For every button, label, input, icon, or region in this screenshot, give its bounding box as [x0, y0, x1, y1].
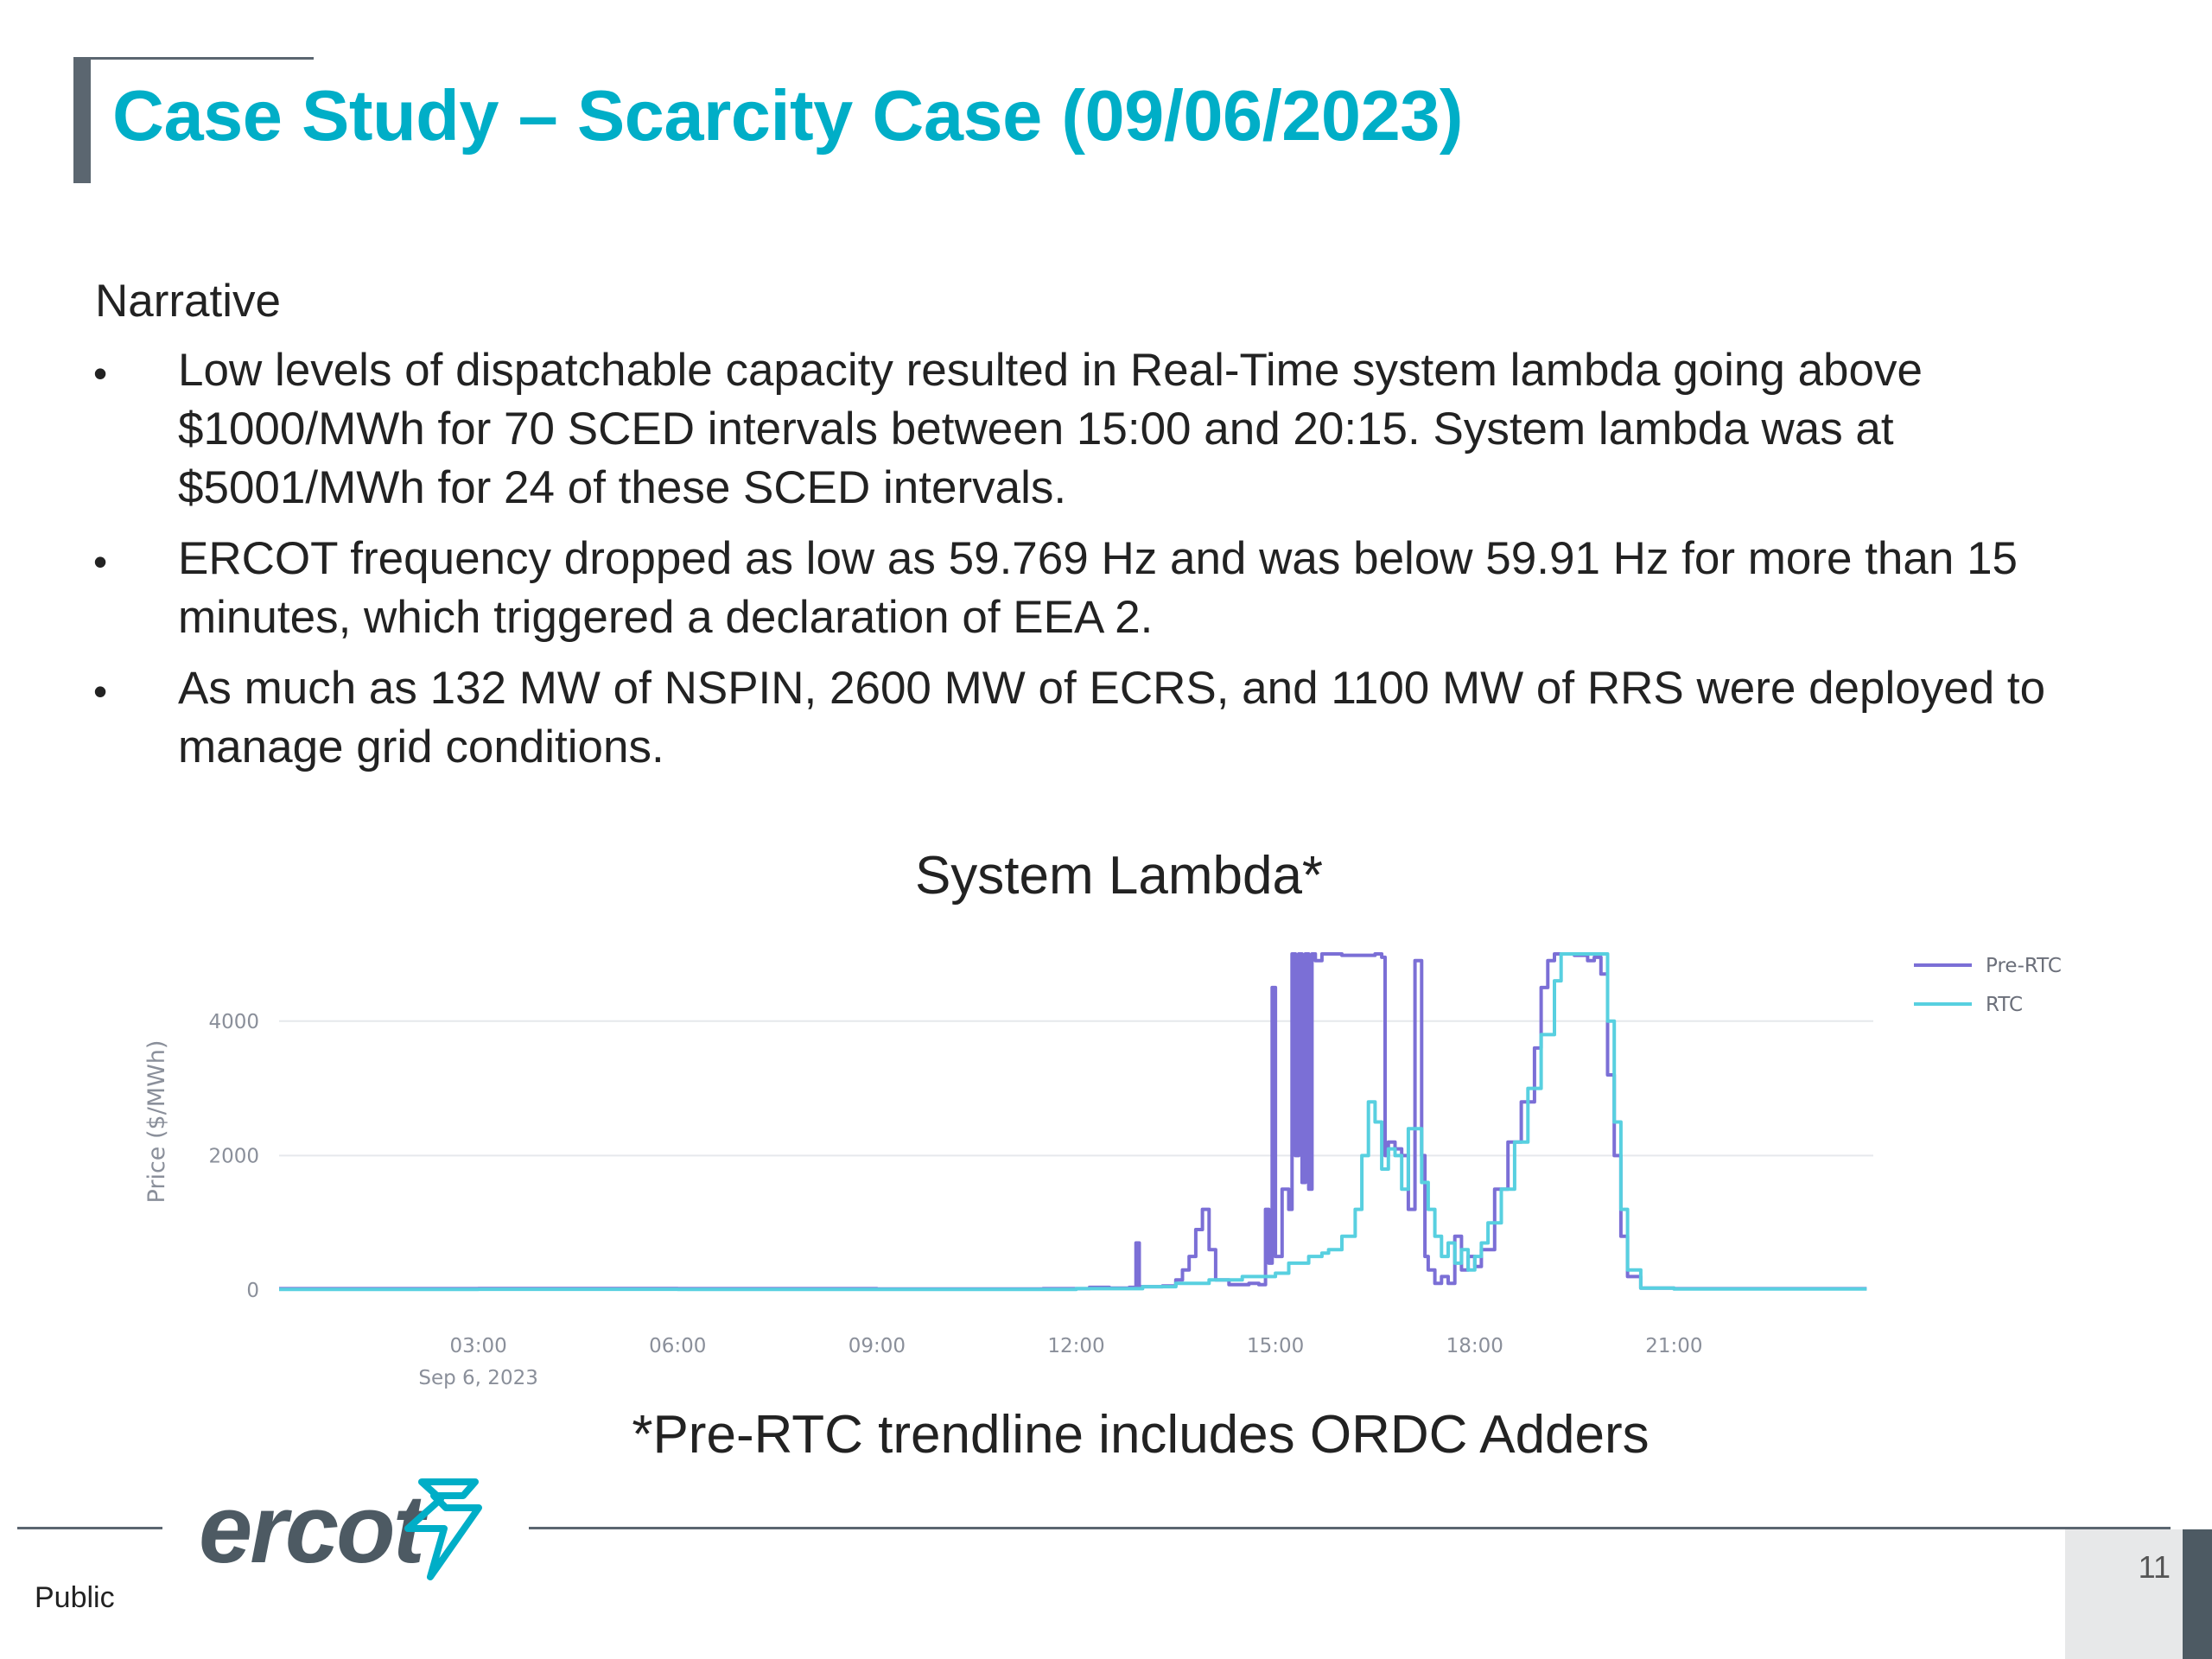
x-tick-label: 09:00 — [849, 1335, 906, 1357]
bullet-text: As much as 132 MW of NSPIN, 2600 MW of E… — [178, 663, 2046, 772]
bullet-text: ERCOT frequency dropped as low as 59.769… — [178, 533, 2018, 643]
y-tick-label: 0 — [246, 1280, 259, 1302]
page-number: 11 — [2138, 1549, 2171, 1585]
y-tick-label: 4000 — [208, 1011, 259, 1033]
x-tick-label: 03:00 — [449, 1335, 506, 1357]
legend-label: RTC — [1986, 994, 2023, 1016]
page-edge-bar — [2183, 1529, 2212, 1659]
x-tick-sublabel: Sep 6, 2023 — [418, 1367, 537, 1389]
x-tick-label: 12:00 — [1047, 1335, 1104, 1357]
series-line-rtc — [279, 952, 1867, 1292]
logo-wordmark: ercot — [199, 1475, 425, 1583]
bullet-glyph: • — [93, 539, 108, 584]
x-tick-label: 21:00 — [1645, 1335, 1702, 1357]
slide-title: Case Study – Scarcity Case (09/06/2023) — [112, 75, 1464, 156]
title-accent-line — [73, 57, 314, 60]
classification-label: Public — [35, 1581, 115, 1614]
footer-rule-right — [529, 1527, 2171, 1529]
x-tick-label: 15:00 — [1247, 1335, 1304, 1357]
title-accent-bar — [73, 57, 91, 183]
page-number-box — [2065, 1529, 2183, 1659]
legend-label: Pre-RTC — [1986, 955, 2062, 977]
chart-title: System Lambda* — [914, 846, 1324, 906]
x-tick-label: 18:00 — [1446, 1335, 1503, 1357]
footer-rule-left — [17, 1527, 162, 1529]
bullet-text: Low levels of dispatchable capacity resu… — [178, 345, 1923, 513]
chart-footnote: *Pre-RTC trendline includes ORDC Adders — [632, 1405, 1649, 1465]
bullet-glyph: • — [93, 351, 108, 396]
ercot-lightning-icon — [404, 1478, 482, 1580]
y-axis-title: Price ($/MWh) — [143, 1040, 170, 1204]
x-tick-label: 06:00 — [649, 1335, 706, 1357]
y-tick-label: 2000 — [208, 1145, 259, 1167]
series-line-pre-rtc — [279, 952, 1867, 1291]
ercot-logo: ercot — [199, 1473, 493, 1586]
bullet-glyph: • — [93, 669, 108, 714]
narrative-heading: Narrative — [95, 276, 282, 327]
